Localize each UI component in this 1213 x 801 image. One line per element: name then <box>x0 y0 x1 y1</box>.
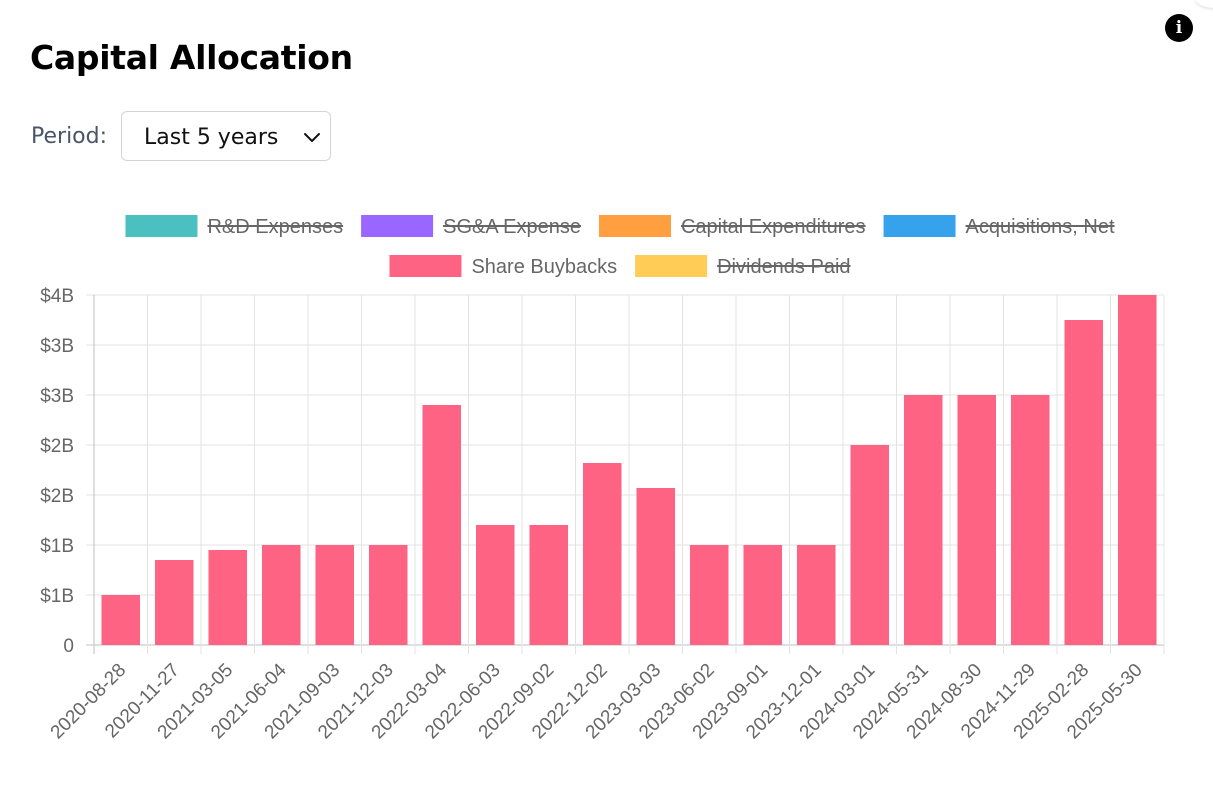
period-select-value: Last 5 years <box>144 125 279 150</box>
y-tick-label: $2B <box>40 436 74 457</box>
bar-share-buybacks[interactable] <box>154 560 194 645</box>
legend-item[interactable]: Dividends Paid <box>635 255 851 278</box>
y-tick-label: 0 <box>63 636 74 657</box>
bar-share-buybacks[interactable] <box>636 488 676 645</box>
bar-share-buybacks[interactable] <box>582 463 622 645</box>
chevron-down-icon <box>304 133 320 142</box>
legend-swatch <box>125 215 198 237</box>
info-icon[interactable]: i <box>1165 14 1193 42</box>
corner-button-edge <box>1196 0 1213 8</box>
bar-share-buybacks[interactable] <box>368 545 408 645</box>
bar-share-buybacks[interactable] <box>101 595 141 645</box>
bar-share-buybacks[interactable] <box>796 545 836 645</box>
bar-share-buybacks[interactable] <box>743 545 783 645</box>
y-tick-label: $3B <box>40 336 74 357</box>
legend-label: Share Buybacks <box>471 256 617 278</box>
period-select[interactable]: Last 5 years <box>121 111 331 161</box>
bar-share-buybacks[interactable] <box>422 405 462 645</box>
y-tick-label: $2B <box>40 486 74 507</box>
bar-share-buybacks[interactable] <box>529 525 569 645</box>
bar-share-buybacks[interactable] <box>1117 295 1157 645</box>
y-tick-label: $1B <box>40 586 74 607</box>
bar-share-buybacks[interactable] <box>315 545 355 645</box>
bar-share-buybacks[interactable] <box>475 525 515 645</box>
bar-share-buybacks[interactable] <box>1064 320 1104 645</box>
share-buybacks-chart: 0$1B$1B$2B$2B$3B$3B$4B2020-08-282020-11-… <box>40 215 1165 743</box>
legend-item[interactable]: Share Buybacks <box>389 255 617 278</box>
bar-share-buybacks[interactable] <box>689 545 729 645</box>
legend-item[interactable]: Capital Expenditures <box>598 215 866 238</box>
bar-share-buybacks[interactable] <box>850 445 890 645</box>
bar-share-buybacks[interactable] <box>1010 395 1050 645</box>
legend-item[interactable]: R&D Expenses <box>125 215 344 238</box>
y-tick-label: $1B <box>40 536 74 557</box>
bar-share-buybacks[interactable] <box>903 395 943 645</box>
legend-swatch <box>635 255 708 277</box>
legend-swatch <box>598 215 671 237</box>
bar-share-buybacks[interactable] <box>208 550 248 645</box>
y-tick-label: $3B <box>40 386 74 407</box>
y-tick-label: $4B <box>40 286 74 307</box>
page-title: Capital Allocation <box>30 38 353 77</box>
period-label: Period: <box>31 124 108 149</box>
legend-swatch <box>389 255 462 277</box>
bar-share-buybacks[interactable] <box>261 545 301 645</box>
legend-swatch <box>883 215 956 237</box>
bar-share-buybacks[interactable] <box>957 395 997 645</box>
legend-item[interactable]: Acquisitions, Net <box>883 215 1115 238</box>
legend-item[interactable]: SG&A Expense <box>361 215 581 238</box>
legend-swatch <box>361 215 434 237</box>
